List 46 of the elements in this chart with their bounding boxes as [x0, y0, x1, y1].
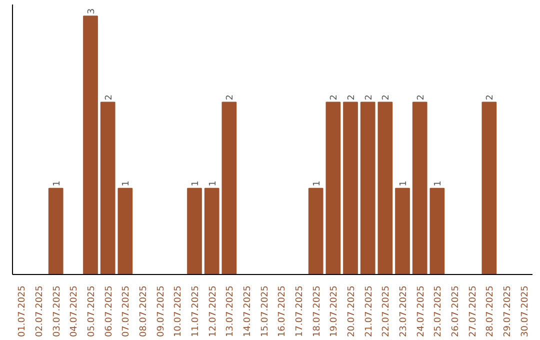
- x-tick-label: 07.07.2025: [122, 286, 132, 338]
- x-tick-label: 17.07.2025: [295, 286, 305, 338]
- data-label: 1: [191, 180, 201, 186]
- x-tick-label: 21.07.2025: [364, 286, 374, 338]
- x-tick-label: 18.07.2025: [312, 286, 322, 338]
- data-label: 2: [364, 94, 374, 100]
- x-tick-label: 01.07.2025: [18, 286, 28, 338]
- x-tick-label: 23.07.2025: [399, 286, 409, 338]
- x-tick-label: 03.07.2025: [52, 286, 62, 338]
- data-label: 1: [399, 180, 409, 186]
- x-tick-label: 29.07.2025: [503, 286, 513, 338]
- x-tick-label: 26.07.2025: [451, 286, 461, 338]
- data-label: 2: [226, 94, 236, 100]
- x-tick-label: 10.07.2025: [174, 286, 184, 338]
- data-label: 1: [434, 180, 444, 186]
- data-label: 2: [330, 94, 340, 100]
- data-label: 2: [382, 94, 392, 100]
- data-label: 2: [416, 94, 426, 100]
- x-tick-label: 20.07.2025: [347, 286, 357, 338]
- x-tick-label: 25.07.2025: [434, 286, 444, 338]
- data-label: 1: [208, 180, 218, 186]
- data-label: 1: [52, 180, 62, 186]
- data-label: 1: [122, 180, 132, 186]
- x-tick-label: 28.07.2025: [486, 286, 496, 338]
- x-tick-label: 12.07.2025: [208, 286, 218, 338]
- x-tick-label: 09.07.2025: [156, 286, 166, 338]
- x-tick-label: 15.07.2025: [260, 286, 270, 338]
- x-tick-label: 22.07.2025: [382, 286, 392, 338]
- x-tick-label: 14.07.2025: [243, 286, 253, 338]
- x-tick-label: 06.07.2025: [104, 286, 114, 338]
- data-label: 2: [104, 94, 114, 100]
- data-label: 2: [347, 94, 357, 100]
- data-label: 3: [87, 8, 97, 14]
- data-label: 2: [486, 94, 496, 100]
- x-tick-label: 04.07.2025: [70, 286, 80, 338]
- x-tick-label: 02.07.2025: [35, 286, 45, 338]
- x-tick-label: 30.07.2025: [520, 286, 530, 338]
- x-tick-label: 05.07.2025: [87, 286, 97, 338]
- x-tick-label: 11.07.2025: [191, 286, 201, 338]
- x-tick-label: 13.07.2025: [226, 286, 236, 338]
- x-tick-label: 24.07.2025: [416, 286, 426, 338]
- x-tick-label: 27.07.2025: [468, 286, 478, 338]
- x-tick-label: 16.07.2025: [278, 286, 288, 338]
- x-tick-label: 19.07.2025: [330, 286, 340, 338]
- x-tick-label: 08.07.2025: [139, 286, 149, 338]
- data-label: 1: [312, 180, 322, 186]
